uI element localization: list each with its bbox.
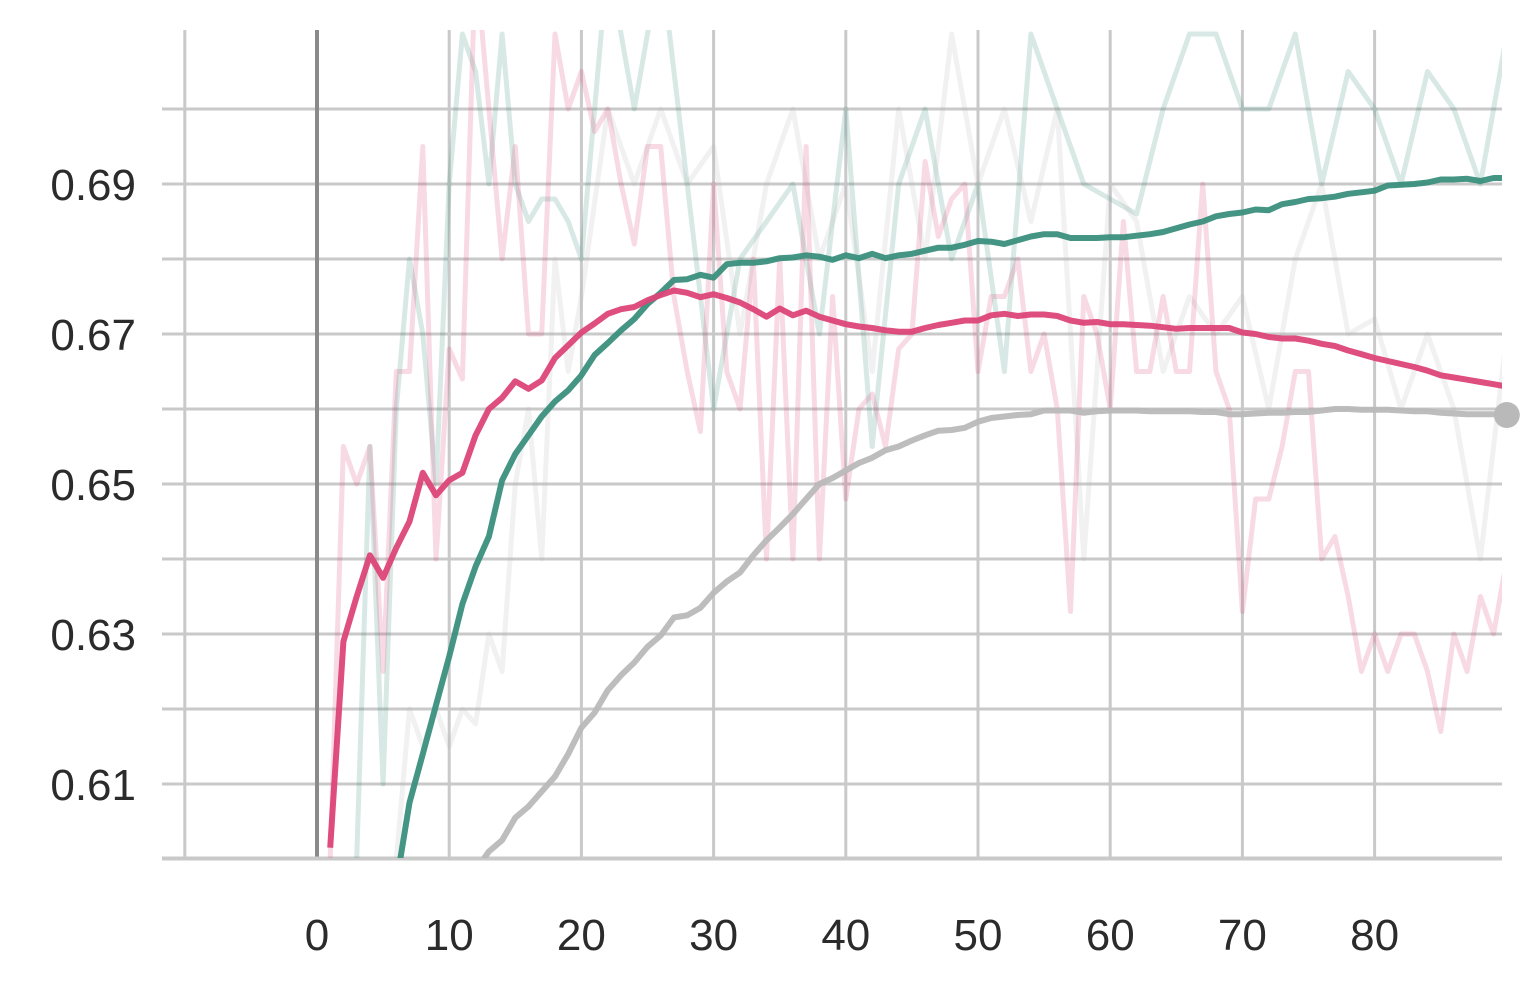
- raw-line-1: [393, 31, 1502, 858]
- y-tick-label: 0.61: [50, 761, 136, 810]
- x-tick-label: 30: [689, 911, 738, 960]
- x-tick-label: 50: [954, 911, 1003, 960]
- raw-line-2: [327, 30, 1502, 858]
- x-tick-label: 70: [1218, 911, 1267, 960]
- tick-labels: 0 10 20 30 40 50 60 70 80 0.61 0.63 0.65 0.67 0.69: [50, 161, 1399, 960]
- smoothed-series: [327, 175, 1502, 858]
- x-tick-label: 40: [821, 911, 870, 960]
- raw-line-0: [354, 30, 1502, 858]
- x-tick-label: 10: [425, 911, 474, 960]
- y-tick-label: 0.67: [50, 311, 136, 360]
- y-tick-label: 0.63: [50, 611, 136, 660]
- smoothed-line-2: [327, 287, 1502, 848]
- smoothed-line-0: [397, 175, 1502, 858]
- y-tick-label: 0.65: [50, 461, 136, 510]
- x-tick-label: 60: [1086, 911, 1135, 960]
- y-tick-label: 0.69: [50, 161, 136, 210]
- x-tick-label: 0: [305, 911, 329, 960]
- x-tick-label: 80: [1350, 911, 1399, 960]
- smoothed-line-1: [481, 406, 1502, 858]
- raw-series: [327, 30, 1502, 858]
- end-marker: [1493, 402, 1520, 428]
- x-tick-label: 20: [557, 911, 606, 960]
